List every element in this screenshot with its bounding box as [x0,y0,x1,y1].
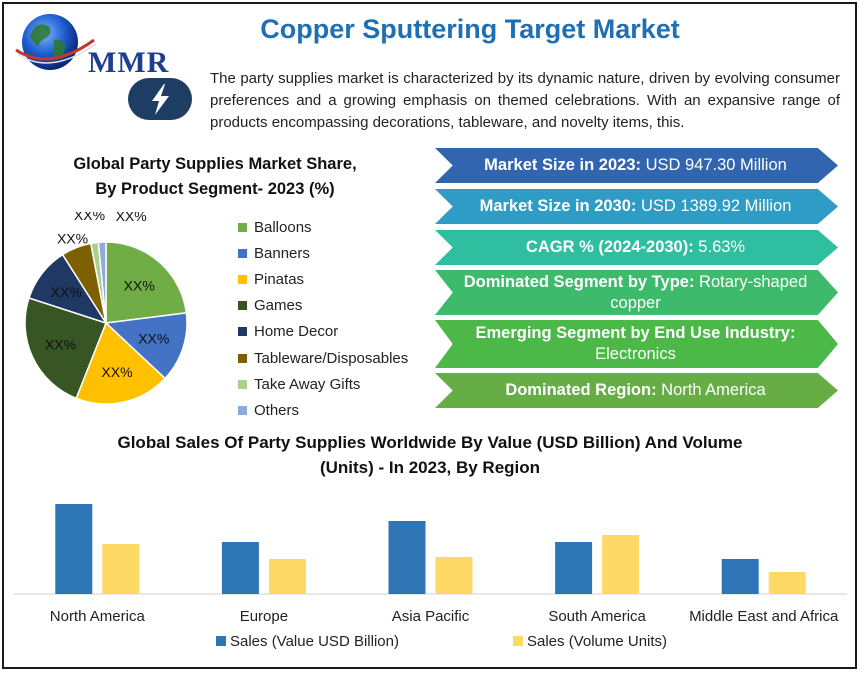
infographic-frame [2,2,857,669]
highlight-value: USD 947.30 Million [641,156,787,174]
legend-item: Balloons [238,214,408,240]
pie-data-label: XX% [116,212,147,224]
pie-legend: Balloons Banners Pinatas Games Home Decor Tab… [238,214,408,424]
pie-data-label: XX% [124,277,155,293]
highlight-banner: Dominated Region: North America [435,373,838,408]
highlight-value: Rotary-shaped copper [610,272,808,312]
legend-swatch [238,353,247,363]
legend-label: Tableware/Disposables [254,349,409,367]
legend-item: Take Away Gifts [238,371,408,397]
highlight-label: Emerging Segment by End Use Industry: [475,324,796,342]
highlight-value: North America [656,381,766,399]
highlight-value: Electronics [595,345,676,363]
highlight-label: Dominated Region: [505,381,657,399]
pie-title-line-2: By Product Segment- 2023 (%) [95,180,335,198]
legend-item: Others [238,397,408,423]
legend-item: Games [238,293,408,319]
legend-label: Take Away Gifts [254,375,361,393]
highlight-banner: Market Size in 2030: USD 1389.92 Million [435,189,838,224]
highlight-value: 5.63% [693,238,746,256]
legend-swatch [238,405,247,415]
highlight-banner: Market Size in 2023: USD 947.30 Million [435,148,838,183]
globe-logo-icon [15,14,97,70]
pie-data-label: XX% [138,331,169,347]
legend-label: Home Decor [254,323,339,341]
legend-swatch [238,379,247,389]
lightning-bolt-icon [152,84,169,115]
legend-swatch [238,301,247,311]
legend-item: Home Decor [238,319,408,345]
legend-swatch [238,274,247,284]
logo-text: MMR [88,46,170,79]
legend-label: Pinatas [254,270,305,288]
highlight-label: CAGR % (2024-2030): [525,238,694,256]
highlight-banner: Dominated Segment by Type: Rotary-shaped… [435,270,838,315]
bar-title-line-1: Global Sales Of Party Supplies Worldwide… [117,433,743,452]
legend-item: Tableware/Disposables [238,345,408,371]
legend-swatch [238,222,247,232]
pie-slice-others [97,241,107,324]
pie-slice-games [24,297,107,400]
pie-data-label: XX% [45,336,76,352]
highlight-label: Market Size in 2030: [479,197,637,215]
highlight-banner: CAGR % (2024-2030): 5.63% [435,230,838,265]
legend-label: Games [254,297,303,315]
legend-swatch [238,327,247,337]
bar-chart-title: Global Sales Of Party Supplies Worldwide… [70,430,790,480]
intro-paragraph: The party supplies market is characteriz… [210,70,840,131]
highlight-label: Dominated Segment by Type: [463,272,695,291]
highlight-value: USD 1389.92 Million [636,197,792,215]
badge [128,78,192,120]
pie-chart: XX% XX% XX% XX% XX% XX% XX% XX% [24,212,188,405]
pie-slice-banners [104,312,188,380]
pie-chart-title: Global Party Supplies Market Share, By P… [40,152,390,202]
pie-slice-balloons [105,241,188,324]
pie-data-label: XX% [57,230,88,246]
legend-label: Balloons [254,218,312,236]
legend-item: Banners [238,240,408,266]
highlight-banner: Emerging Segment by End Use Industry: El… [435,320,838,368]
mmr-logo: MMR [10,10,170,79]
page-title: Copper Sputtering Target Market [260,14,680,44]
pie-title-line-1: Global Party Supplies Market Share, [73,155,357,173]
legend-label: Others [254,401,300,419]
pie-data-label: XX% [101,364,132,380]
bar-title-line-2: (Units) - In 2023, By Region [319,458,541,477]
pie-data-label: XX% [51,284,82,300]
legend-swatch [238,248,247,258]
legend-label: Banners [254,244,310,262]
legend-item: Pinatas [238,266,408,292]
highlight-label: Market Size in 2023: [484,156,641,174]
pie-data-label: XX% [74,212,105,223]
